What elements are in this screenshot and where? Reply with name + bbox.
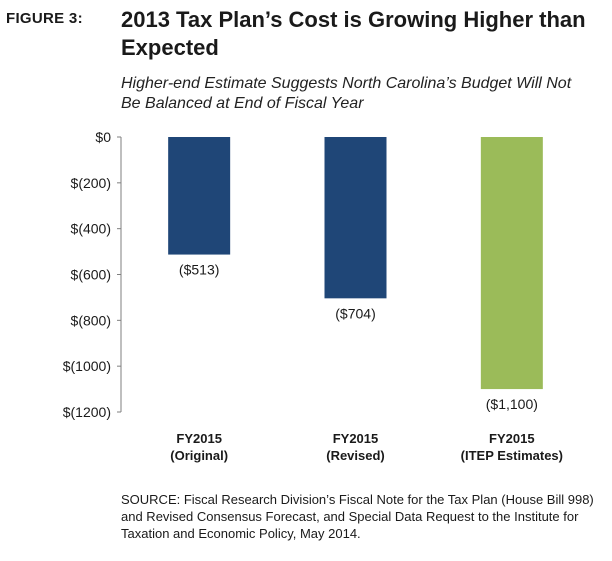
y-tick-label: $(200) (71, 175, 111, 191)
x-category-label: FY2015 (489, 431, 535, 446)
chart-title: 2013 Tax Plan’s Cost is Growing Higher t… (121, 7, 586, 60)
x-category-label: FY2015 (176, 431, 222, 446)
data-label: ($704) (335, 305, 375, 321)
bar (324, 137, 387, 299)
figure-label: FIGURE 3: (6, 10, 83, 27)
bar-chart: $0 $(200) $(400) $(600) $(800) $(1000) $(1200)… (63, 129, 563, 463)
y-tick-label: $(1200) (63, 404, 111, 420)
bar (168, 137, 231, 255)
data-label: ($513) (179, 262, 219, 278)
y-tick-label: $(600) (71, 267, 111, 283)
y-tick-label: $(800) (71, 312, 111, 328)
source-note: SOURCE: Fiscal Research Division’s Fisca… (121, 492, 594, 541)
x-category-label: (Revised) (326, 448, 385, 463)
x-category-label: (ITEP Estimates) (461, 448, 563, 463)
data-label: ($1,100) (486, 396, 538, 412)
x-category-label: (Original) (170, 448, 228, 463)
bar (480, 137, 543, 390)
y-tick-label: $0 (95, 129, 111, 145)
y-tick-label: $(1000) (63, 358, 111, 374)
chart-subtitle: Higher-end Estimate Suggests North Carol… (121, 75, 572, 112)
y-tick-label: $(400) (71, 221, 111, 237)
x-category-label: FY2015 (333, 431, 379, 446)
